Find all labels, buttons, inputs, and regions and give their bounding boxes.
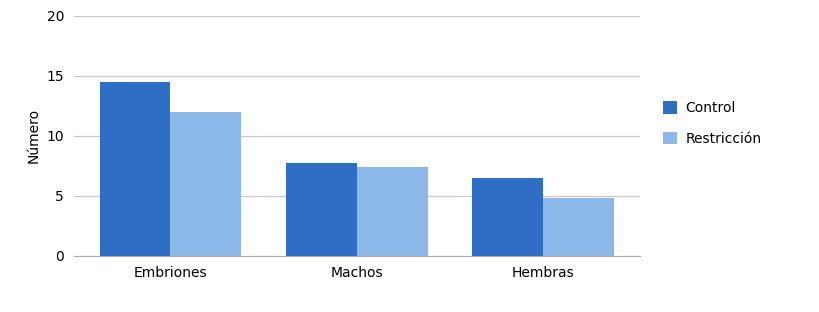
Bar (170, 112, 241, 256)
Bar (99, 82, 170, 256)
Bar (542, 198, 613, 256)
Bar (286, 163, 356, 256)
Bar (356, 167, 427, 256)
Legend: Control, Restricción: Control, Restricción (657, 96, 767, 152)
Bar (472, 178, 542, 256)
Y-axis label: Número: Número (27, 108, 41, 163)
